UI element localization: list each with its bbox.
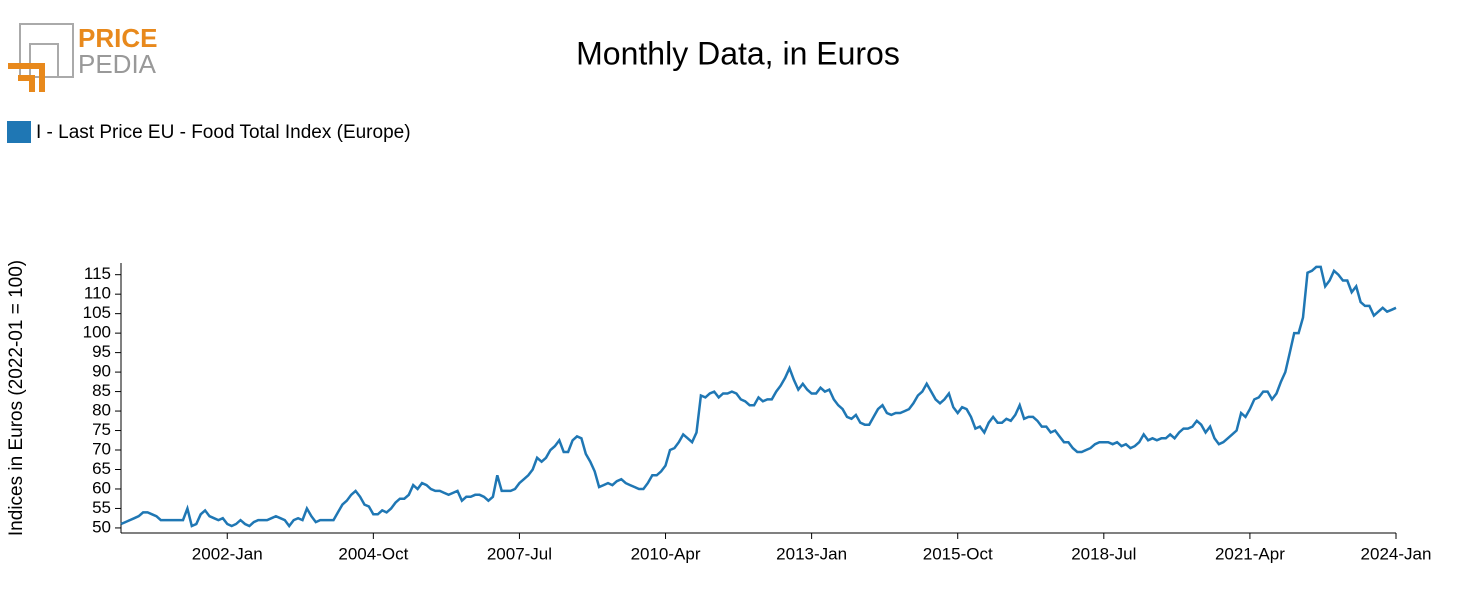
x-tick-label: 2018-Jul bbox=[1071, 544, 1136, 563]
y-tick-label: 85 bbox=[92, 381, 111, 400]
y-axis-label: Indices in Euros (2022-01 = 100) bbox=[6, 260, 27, 536]
logo-text: PEDIA bbox=[78, 49, 157, 79]
data-line bbox=[120, 265, 1397, 529]
x-tick-label: 2010-Apr bbox=[631, 544, 701, 563]
legend-swatch bbox=[7, 121, 31, 143]
y-tick-label: 70 bbox=[92, 439, 111, 458]
logo: PRICE PEDIA bbox=[8, 23, 157, 92]
x-tick-label: 2004-Oct bbox=[338, 544, 408, 563]
x-tick-label: 2021-Apr bbox=[1215, 544, 1285, 563]
x-tick-label: 2015-Oct bbox=[923, 544, 993, 563]
y-tick-label: 60 bbox=[92, 478, 111, 497]
logo-text: PRICE bbox=[78, 23, 157, 53]
y-tick-label: 105 bbox=[83, 303, 111, 322]
chart-title: Monthly Data, in Euros bbox=[576, 35, 900, 71]
y-tick-label: 90 bbox=[92, 362, 111, 381]
y-tick-label: 75 bbox=[92, 420, 111, 439]
y-tick-label: 65 bbox=[92, 459, 111, 478]
logo-frame bbox=[19, 23, 74, 78]
y-tick-label: 80 bbox=[92, 401, 111, 420]
y-tick-label: 115 bbox=[84, 264, 111, 283]
x-tick-label: 2024-Jan bbox=[1361, 544, 1432, 563]
x-tick-label: 2007-Jul bbox=[487, 544, 552, 563]
x-tick-label: 2013-Jan bbox=[776, 544, 847, 563]
y-tick-label: 95 bbox=[92, 342, 111, 361]
y-tick-label: 55 bbox=[92, 498, 111, 517]
logo-mark bbox=[8, 63, 45, 92]
y-tick-label: 100 bbox=[83, 323, 111, 342]
y-tick-label: 50 bbox=[92, 517, 111, 536]
legend-label: I - Last Price EU - Food Total Index (Eu… bbox=[36, 122, 411, 143]
y-tick-label: 110 bbox=[84, 284, 111, 303]
x-tick-label: 2002-Jan bbox=[192, 544, 263, 563]
